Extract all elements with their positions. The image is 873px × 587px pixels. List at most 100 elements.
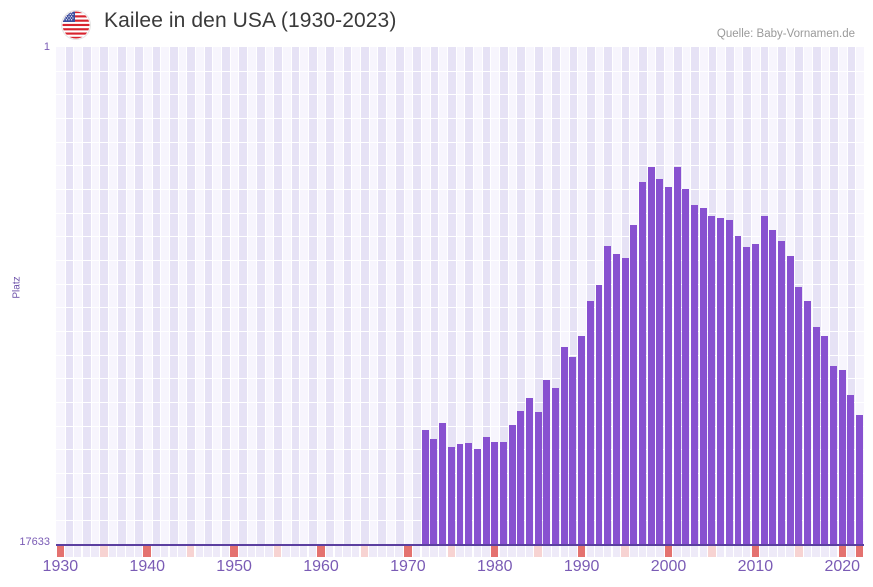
bar[interactable]: [812, 327, 820, 544]
x-tick: [108, 546, 117, 557]
bar[interactable]: [439, 423, 447, 544]
bar[interactable]: [656, 179, 664, 544]
x-tick: [169, 546, 178, 557]
x-tick: [73, 546, 82, 557]
x-tick: [551, 546, 560, 557]
y-axis-tick-bottom: 17633: [19, 536, 50, 548]
bar[interactable]: [482, 437, 490, 544]
bar[interactable]: [517, 410, 525, 544]
bar-series: [56, 47, 864, 544]
x-tick: [65, 546, 73, 557]
bar[interactable]: [456, 444, 464, 544]
x-axis-line: [56, 544, 864, 546]
bar[interactable]: [647, 166, 655, 544]
x-tick: [212, 546, 221, 557]
x-tick: [195, 546, 204, 557]
bar[interactable]: [673, 166, 681, 544]
bar[interactable]: [473, 448, 481, 544]
bar[interactable]: [760, 216, 768, 544]
x-tick: [464, 546, 473, 557]
x-tick-major: [855, 546, 864, 557]
x-tick: [716, 546, 725, 557]
x-tick: [595, 546, 603, 557]
x-tick: [630, 546, 638, 557]
bar[interactable]: [569, 357, 577, 544]
bar[interactable]: [804, 300, 811, 544]
bar[interactable]: [630, 224, 638, 544]
x-tick: [699, 546, 707, 557]
bar[interactable]: [699, 207, 707, 544]
bar[interactable]: [847, 395, 855, 544]
x-tick: [525, 546, 534, 557]
x-axis-tick-label: 1980: [476, 558, 513, 575]
bar[interactable]: [621, 258, 629, 544]
x-axis-tick-label: 2010: [737, 558, 774, 575]
bar[interactable]: [691, 204, 699, 544]
x-tick: [656, 546, 664, 557]
x-tick-major: [317, 546, 325, 557]
x-tick-major: [664, 546, 673, 557]
bar[interactable]: [638, 182, 646, 544]
x-tick: [126, 546, 134, 557]
x-axis-tick-label: 2020: [824, 558, 861, 575]
bar[interactable]: [725, 220, 733, 544]
bar[interactable]: [491, 441, 499, 544]
x-tick: [647, 546, 655, 557]
bar[interactable]: [786, 255, 794, 544]
x-tick-major: [577, 546, 586, 557]
bar[interactable]: [734, 235, 742, 544]
bar[interactable]: [795, 286, 803, 544]
x-tick: [438, 546, 447, 557]
bar[interactable]: [465, 443, 473, 544]
x-tick-minor: [360, 546, 369, 557]
bar[interactable]: [526, 397, 533, 544]
x-tick: [543, 546, 551, 557]
x-tick-major: [404, 546, 412, 557]
bar[interactable]: [534, 412, 542, 544]
bar[interactable]: [777, 241, 785, 544]
x-tick: [690, 546, 699, 557]
x-tick-minor: [708, 546, 716, 557]
bar[interactable]: [769, 230, 777, 544]
bar[interactable]: [604, 245, 612, 544]
bar[interactable]: [856, 414, 864, 544]
bar[interactable]: [499, 441, 507, 544]
bar[interactable]: [543, 379, 551, 544]
bar[interactable]: [508, 424, 516, 544]
bar[interactable]: [447, 447, 455, 544]
bar[interactable]: [578, 335, 586, 544]
bar[interactable]: [612, 254, 620, 544]
plot-area: [56, 47, 864, 544]
source-label: Quelle: Baby-Vornamen.de: [716, 28, 855, 40]
x-tick: [777, 546, 786, 557]
bar[interactable]: [838, 369, 846, 544]
x-tick: [412, 546, 421, 557]
bar[interactable]: [430, 438, 438, 544]
x-tick: [256, 546, 264, 557]
bar[interactable]: [560, 347, 568, 544]
x-tick: [291, 546, 299, 557]
bar[interactable]: [595, 285, 603, 544]
x-tick: [282, 546, 290, 557]
x-tick: [308, 546, 317, 557]
x-tick: [560, 546, 568, 557]
x-tick: [247, 546, 256, 557]
bar[interactable]: [830, 365, 838, 544]
bar[interactable]: [743, 247, 751, 544]
bar[interactable]: [552, 388, 560, 544]
bar[interactable]: [682, 189, 690, 544]
x-tick: [473, 546, 482, 557]
page-title: Kailee in den USA (1930-2023): [104, 9, 397, 32]
x-tick: [821, 546, 829, 557]
bar[interactable]: [421, 430, 429, 544]
bar[interactable]: [708, 216, 716, 544]
bar[interactable]: [751, 244, 759, 544]
bar[interactable]: [717, 217, 725, 544]
y-axis-label: Platz: [11, 276, 23, 299]
bar[interactable]: [665, 186, 672, 544]
bar[interactable]: [821, 335, 829, 544]
x-axis-labels: 1930 1940 1950 1960 1970 1980 1990 2000 2010 2020: [0, 558, 873, 584]
bar[interactable]: [586, 300, 594, 544]
x-tick: [239, 546, 247, 557]
